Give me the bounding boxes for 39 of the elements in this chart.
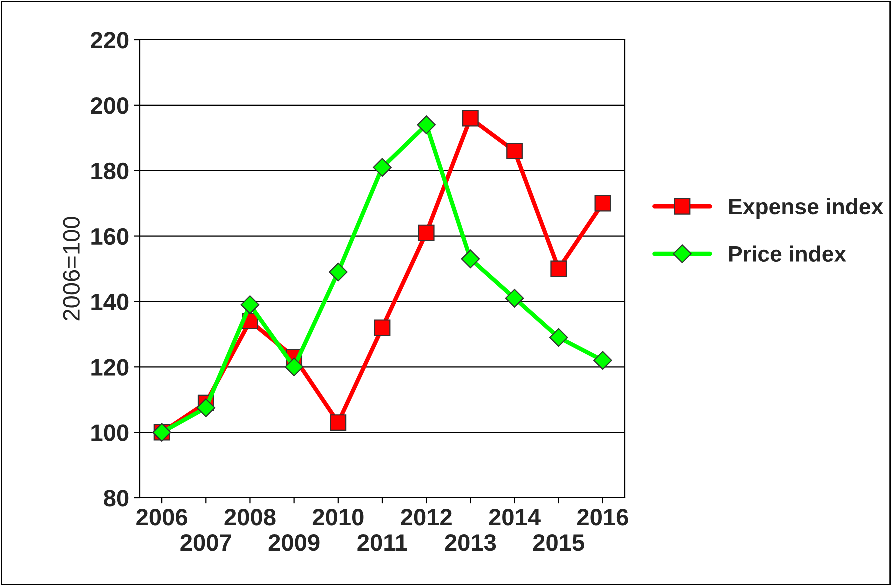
x-tick-label: 2008 [224,509,276,526]
y-tick-label: 200 [91,97,129,114]
point [240,296,260,314]
point [594,351,612,370]
x-tick-label: 2015 [533,534,584,552]
y-tick-label: 220 [91,32,129,49]
point [417,116,436,134]
point [329,262,348,282]
x-tick-label: 2006 [136,509,188,526]
x-tick-label: 2010 [312,509,364,526]
point [506,143,523,160]
y-tick-label: 100 [92,424,129,442]
point [284,358,304,377]
point [373,158,392,177]
point [196,398,216,418]
point [505,289,524,308]
x-tick-label: 2016 [578,509,628,526]
y-tick-label: 180 [92,162,129,180]
point [550,260,568,278]
point [461,250,480,269]
y-tick-label: 160 [92,228,129,246]
y-tick-label: 140 [92,294,129,310]
y-tick-label: 120 [92,359,129,376]
point [374,320,391,336]
point [594,195,612,212]
x-tick-label: 2013 [445,534,496,552]
x-tick-label: 2014 [489,509,541,526]
legend-label: Price index [730,246,846,262]
point [549,328,568,348]
point [418,224,435,242]
x-tick-label: 2007 [180,534,232,552]
x-tick-label: 2011 [358,534,408,552]
point [462,110,479,127]
x-tick-label: 2009 [268,534,320,552]
x-tick-label: 2012 [401,509,452,526]
y-axis-title: 2006=100 [63,217,80,321]
y-tick-label: 80 [104,490,129,507]
legend-label: Expense index [730,198,884,220]
point [330,414,347,431]
